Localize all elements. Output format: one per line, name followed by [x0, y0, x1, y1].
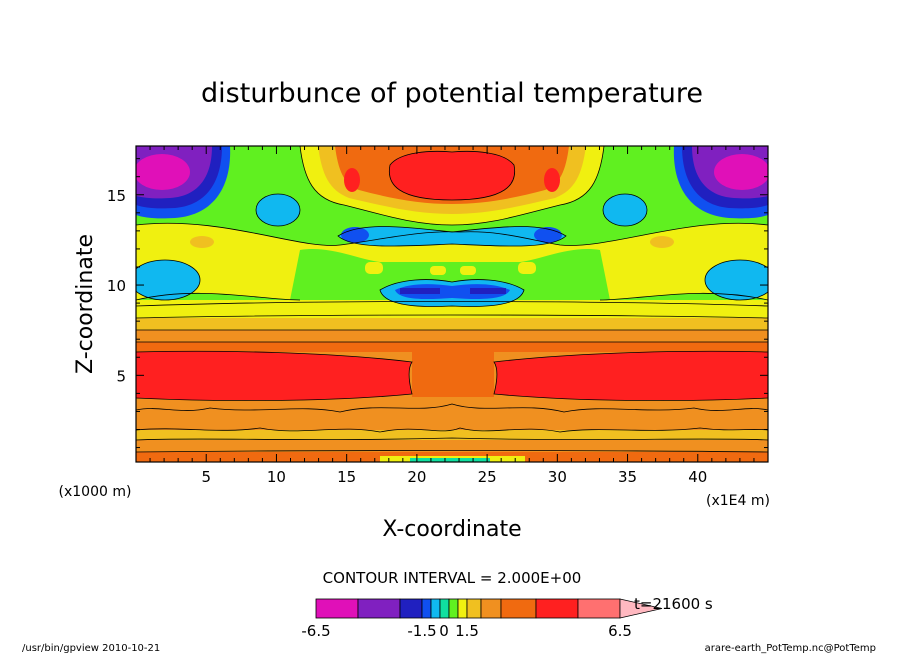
field-orange-center: [412, 352, 494, 397]
field-blue-lower: [395, 284, 510, 300]
chart-title: disturbunce of potential temperature: [201, 78, 703, 109]
field-band-green-inner: [290, 248, 610, 300]
contour-line: [136, 314, 768, 319]
field-gold-patch-1: [190, 236, 214, 248]
colorbar-segment: [466, 598, 482, 619]
contour-line: [136, 427, 768, 433]
colorbar-segment: [577, 598, 621, 619]
x-axis-ticks: 5 10 15 20 25 30 35 40: [149, 146, 755, 486]
field-red-lobe-left: [136, 351, 412, 401]
contour-lines: [136, 146, 768, 453]
contour-interval-text: CONTOUR INTERVAL = 2.000E+00: [323, 569, 582, 587]
field-dome-red-left: [344, 168, 360, 192]
y-tick-label: 10: [107, 277, 126, 295]
field-red-lobe-right: [494, 351, 768, 401]
colorbar-segment: [457, 598, 468, 619]
colorbar: -6.5 -1.5 0 1.5 6.5: [301, 598, 663, 640]
colorbar-segment: [421, 598, 432, 619]
contour-line: [136, 450, 768, 453]
colorbar-tick-label: -1.5: [407, 622, 436, 640]
field-band-gold: [136, 318, 768, 330]
contour-line: [136, 301, 768, 307]
plot-frame: [135, 145, 769, 463]
field-cyan-center-band: [338, 226, 566, 247]
x-unit-label: (x1E4 m): [706, 493, 770, 509]
x-tick-label: 10: [267, 468, 286, 486]
contour-line: [136, 403, 768, 413]
contour-line: [255, 193, 301, 227]
colorbar-segment: [439, 598, 450, 619]
x-tick-label: 40: [688, 468, 707, 486]
field-navy-lower-right: [470, 288, 506, 294]
field-yellow-patch-3: [460, 266, 476, 275]
field-cyan-upper-right: [603, 194, 647, 226]
contour-field: [136, 146, 768, 462]
footer-right: arare-earth_PotTemp.nc@PotTemp: [705, 643, 876, 654]
x-tick-label: 15: [337, 468, 356, 486]
contour-line: [388, 150, 516, 201]
field-bottom-strip-core: [410, 458, 490, 462]
colorbar-segment: [430, 598, 441, 619]
field-cyan-mid-right: [705, 260, 768, 300]
colorbar-segment: [480, 598, 502, 619]
colorbar-tick-label: 0: [439, 622, 449, 640]
x-axis-label: X-coordinate: [382, 517, 521, 542]
field-band-yellow-low: [136, 300, 768, 318]
field-band-orange-1: [136, 330, 768, 342]
colorbar-tick-label: 1.5: [455, 622, 479, 640]
y-unit-label: (x1000 m): [59, 484, 132, 500]
field-corner-right-magenta: [714, 154, 768, 190]
field-dome-red-right: [544, 168, 560, 192]
colorbar-segment: [315, 598, 359, 619]
y-axis-ticks: 5 10 15: [107, 158, 768, 449]
field-corner-left-magenta: [136, 154, 190, 190]
field-yellow-patch-2: [430, 266, 446, 275]
colorbar-segment: [500, 598, 537, 619]
colorbar-segment: [399, 598, 423, 619]
field-yellow-patch-1: [365, 262, 383, 274]
colorbar-tick-label: 6.5: [608, 622, 632, 640]
field-cyan-mid-left: [136, 260, 200, 300]
field-navy-lower-left: [400, 288, 440, 294]
field-dome-red: [389, 151, 515, 200]
contour-line: [136, 350, 413, 402]
y-tick-label: 15: [107, 187, 126, 205]
contour-line: [602, 193, 648, 227]
contour-line: [299, 146, 605, 226]
contour-line: [493, 350, 768, 402]
field-band-orange-2: [136, 342, 768, 352]
colorbar-arrow: [619, 598, 663, 619]
contour-line: [136, 292, 768, 301]
field-gold-patch-2: [650, 236, 674, 248]
field-band-gold-low: [136, 430, 768, 440]
x-tick-label: 5: [201, 468, 211, 486]
colorbar-tick-label: -6.5: [301, 622, 330, 640]
colorbar-segment: [357, 598, 401, 619]
field-cyan-upper-left: [256, 194, 300, 226]
x-tick-label: 25: [478, 468, 497, 486]
colorbar-segment: [535, 598, 579, 619]
x-tick-label: 20: [407, 468, 426, 486]
y-tick-label: 5: [116, 367, 126, 385]
contour-line: [136, 222, 768, 246]
colorbar-segment: [448, 598, 459, 619]
contour-line: [136, 437, 768, 441]
footer-left: /usr/bin/gpview 2010-10-21: [22, 643, 160, 654]
contour-line: [379, 279, 525, 307]
time-label: t=21600 s: [634, 595, 713, 613]
x-tick-label: 35: [618, 468, 637, 486]
y-axis-label: Z-coordinate: [73, 234, 98, 374]
contour-line: [136, 259, 201, 301]
field-band-orange-3: [136, 400, 768, 430]
x-tick-label: 30: [548, 468, 567, 486]
contour-line: [704, 259, 768, 301]
contour-line: [337, 226, 567, 247]
field-yellow-patch-4: [518, 262, 536, 274]
